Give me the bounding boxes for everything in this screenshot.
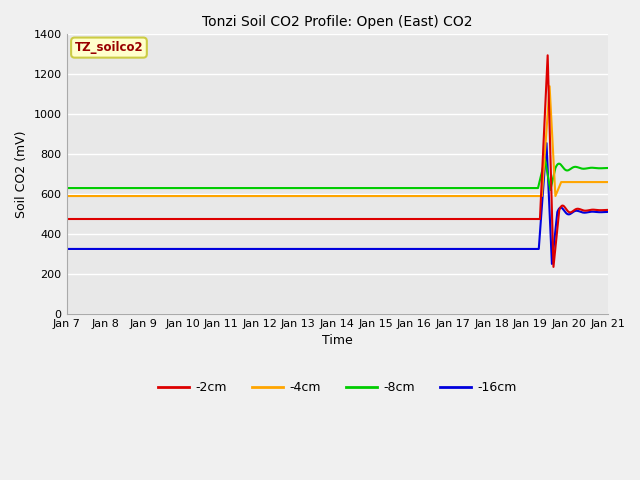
Title: Tonzi Soil CO2 Profile: Open (East) CO2: Tonzi Soil CO2 Profile: Open (East) CO2 xyxy=(202,15,472,29)
Legend: -2cm, -4cm, -8cm, -16cm: -2cm, -4cm, -8cm, -16cm xyxy=(152,376,522,399)
Y-axis label: Soil CO2 (mV): Soil CO2 (mV) xyxy=(15,131,28,218)
Text: TZ_soilco2: TZ_soilco2 xyxy=(75,41,143,54)
X-axis label: Time: Time xyxy=(322,334,353,347)
